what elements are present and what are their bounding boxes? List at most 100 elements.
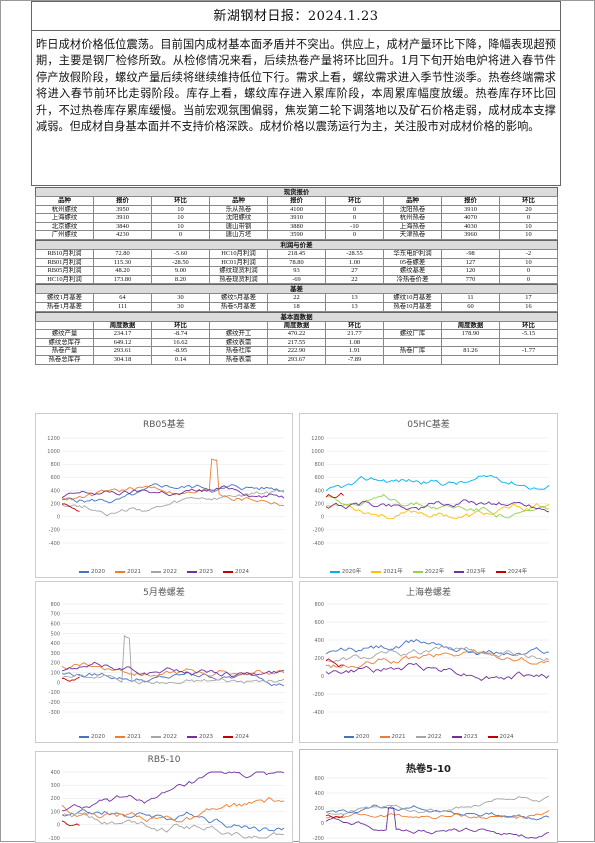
table-cell: 3910 <box>441 204 500 215</box>
series-line <box>61 489 285 517</box>
table-row: HC10月利润 173.80 8.20 热卷现货利润 -69 22 冷热卷价差 770 0 <box>35 274 558 285</box>
legend-item: 2022 <box>151 569 177 575</box>
series-line <box>61 796 285 823</box>
chart-may-coil-rebar-spread: 5月卷螺差 800 700 600 500 400 300 200 100 0 -100 -200 -… <box>35 581 293 743</box>
table-cell: 93 <box>267 266 326 276</box>
y-tick-label: 400 <box>50 641 60 647</box>
legend-label: 2020 <box>91 569 105 575</box>
y-tick-label: -200 <box>313 692 324 698</box>
table-cell: HC10月利润 <box>209 248 268 259</box>
chart-title: RB05基差 <box>143 420 185 430</box>
chart-title: 热卷5-10 <box>405 764 452 775</box>
series-line <box>61 809 285 832</box>
table-cell: 沈阳热卷 <box>383 204 442 215</box>
y-tick-label: 100 <box>50 809 60 815</box>
table-cell: 4030 <box>441 221 500 232</box>
legend-swatch <box>223 570 233 573</box>
legend-swatch <box>454 570 465 573</box>
table-cell: 报价 <box>267 196 326 206</box>
table-cell: -28.55 <box>325 248 384 259</box>
table-cell: 21.77 <box>325 329 384 339</box>
chart-hc5-10: 热卷5-10 600 400 200 0 -200 <box>299 749 558 843</box>
legend-swatch <box>79 735 89 738</box>
table-row: RB01月利润 115.30 -28.50 HC01月利润 78.80 1.00 05卷螺差… <box>35 257 558 268</box>
chart-plot: 800 700 600 500 400 300 200 100 0 -100 -200 -300 <box>49 602 285 716</box>
table-cell <box>499 337 558 348</box>
table-cell: 报价 <box>441 196 500 206</box>
table-cell: 127 <box>441 257 500 268</box>
legend-item: 2021年 <box>371 567 403 575</box>
y-tick-label: 400 <box>314 638 324 644</box>
table-cell: 华东电炉利润 <box>383 248 442 259</box>
chart-05hc-basis: 05HC基差 1200 1000 800 600 400 200 0 -200 -400 2020… <box>299 413 558 578</box>
table-cell: 螺纹产量 <box>35 329 94 339</box>
y-tick-label: 200 <box>314 656 324 662</box>
y-tick-label: 200 <box>314 501 324 507</box>
table-cell: 0 <box>325 230 384 240</box>
y-tick-label: 600 <box>50 475 60 481</box>
table-cell: 环比 <box>151 196 210 206</box>
legend-item: 2022 <box>151 734 177 740</box>
table-cell: 热卷表需 <box>209 354 268 365</box>
y-tick-label: 0 <box>321 515 324 521</box>
table-row: 广州螺纹 4230 0 唐山方坯 3590 0 天津热卷 3960 10 <box>35 230 558 240</box>
chart-plot: 800 600 400 200 0 -200 -400 <box>313 602 550 716</box>
table-cell: 81.26 <box>441 346 500 356</box>
table-cell: 64 <box>93 293 152 303</box>
table-cell: 唐山带钢 <box>209 221 268 232</box>
y-tick-label: 200 <box>50 501 60 507</box>
legend-swatch <box>412 570 423 573</box>
table-cell: 1.91 <box>325 346 384 356</box>
table-row: 螺纹1月基差 64 30 螺纹5月基差 22 13 螺纹10月基差 11 17 <box>35 293 558 303</box>
table-cell <box>209 320 268 331</box>
table-cell: 周度数据 <box>441 320 500 331</box>
table-cell: 0 <box>499 266 558 276</box>
legend-swatch <box>187 570 197 573</box>
y-tick-label: 600 <box>50 621 60 627</box>
table-cell <box>383 354 442 365</box>
table-cell: 111 <box>93 301 152 312</box>
legend-swatch <box>187 735 197 738</box>
series-line <box>325 649 550 669</box>
table-cell: 10 <box>499 230 558 240</box>
spot-section-title: 现货报价 <box>35 187 558 196</box>
table-cell: 热卷现货利润 <box>209 274 268 285</box>
y-tick-label: 200 <box>50 661 60 667</box>
table-cell: 115.30 <box>93 257 152 268</box>
table-cell: 0 <box>151 230 210 240</box>
table-cell <box>383 337 442 348</box>
series-line <box>61 676 80 682</box>
legend-item: 2022年 <box>412 567 444 575</box>
series-line <box>325 645 550 663</box>
table-cell: 热卷1月基差 <box>35 301 94 312</box>
legend-item: 2020 <box>79 734 105 740</box>
table-header-row: 周度数据 环比 周度数据 环比 周度数据 环比 <box>35 320 558 331</box>
legend-swatch <box>451 735 462 738</box>
table-cell: 16.62 <box>151 337 210 348</box>
legend-label: 2021 <box>127 734 141 740</box>
table-cell: 螺纹厂库 <box>383 329 442 339</box>
table-header-row: 品种 报价 环比 品种 报价 环比 品种 报价 环比 <box>35 196 558 206</box>
table-cell: 72.80 <box>93 248 152 259</box>
chart-plot: 400 300 200 100 0 -100 <box>49 770 285 842</box>
table-row: RB05月利润 48.20 9.00 螺纹现货利润 93 27 螺纹基差 120 0 <box>35 266 558 276</box>
data-tables: 现货报价 品种 报价 环比 品种 报价 环比 品种 报价 环比 杭州螺纹 3950 10 乐从热卷 410… <box>35 187 558 365</box>
table-cell <box>35 320 94 331</box>
legend-swatch <box>115 570 125 573</box>
table-cell: 10 <box>499 221 558 232</box>
chart-legend: 2020 2021 2022 2023 2024 <box>36 569 292 575</box>
table-cell: 222.90 <box>267 346 326 356</box>
y-tick-label: 0 <box>321 674 324 680</box>
y-tick-label: -200 <box>313 528 324 534</box>
table-cell: 3880 <box>267 221 326 232</box>
chart-rb05-basis: RB05基差 1200 1000 800 600 400 200 0 -200 -400 2020… <box>35 413 293 578</box>
table-cell: 螺纹5月基差 <box>209 293 268 303</box>
table-cell: 30 <box>151 293 210 303</box>
table-cell: 热卷社库 <box>209 346 268 356</box>
table-row: 上海螺纹 3910 10 沈阳螺纹 3910 0 杭州热卷 4070 0 <box>35 213 558 223</box>
series-line <box>325 814 344 819</box>
fundamentals-section-title: 基本面数据 <box>35 311 558 321</box>
table-cell: 3590 <box>267 230 326 240</box>
table-cell: 环比 <box>499 320 558 331</box>
table-cell: 218.45 <box>267 248 326 259</box>
